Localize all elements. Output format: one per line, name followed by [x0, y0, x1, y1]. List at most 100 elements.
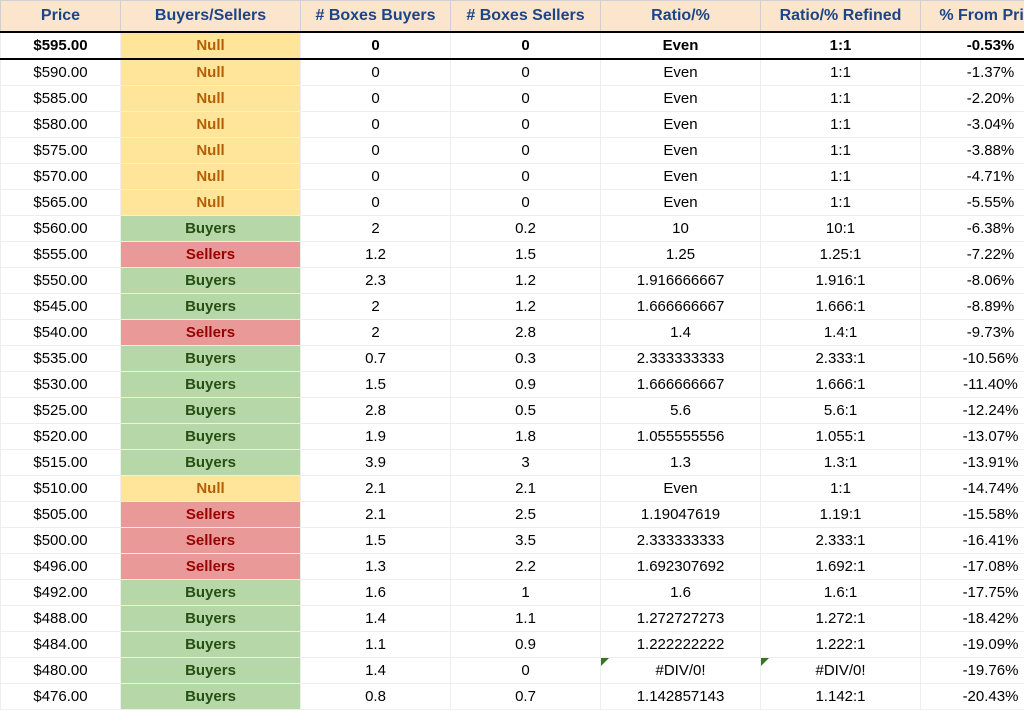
cell-buyers-sellers[interactable]: Buyers	[121, 632, 301, 658]
cell-ratio-refined[interactable]: #DIV/0!	[761, 658, 921, 684]
cell-ratio-refined[interactable]: 1:1	[761, 112, 921, 138]
cell-buyers-sellers[interactable]: Buyers	[121, 398, 301, 424]
cell-boxes-sellers[interactable]: 0	[451, 164, 601, 190]
cell-ratio[interactable]: 2.333333333	[601, 346, 761, 372]
table-row[interactable]: $545.00Buyers21.21.6666666671.666:1-8.89…	[1, 294, 1024, 320]
cell-price[interactable]: $525.00	[1, 398, 121, 424]
table-row[interactable]: $480.00Buyers1.40#DIV/0!#DIV/0!-19.76%	[1, 658, 1024, 684]
cell-boxes-sellers[interactable]: 0.3	[451, 346, 601, 372]
cell-price[interactable]: $590.00	[1, 59, 121, 86]
cell-buyers-sellers[interactable]: Null	[121, 112, 301, 138]
cell-pct-from-price[interactable]: -14.74%	[921, 476, 1024, 502]
cell-pct-from-price[interactable]: -13.07%	[921, 424, 1024, 450]
cell-ratio[interactable]: 2.333333333	[601, 528, 761, 554]
cell-boxes-sellers[interactable]: 1.8	[451, 424, 601, 450]
cell-boxes-sellers[interactable]: 0	[451, 59, 601, 86]
cell-ratio-refined[interactable]: 1:1	[761, 59, 921, 86]
cell-price[interactable]: $550.00	[1, 268, 121, 294]
cell-boxes-sellers[interactable]: 0.9	[451, 632, 601, 658]
cell-price[interactable]: $476.00	[1, 684, 121, 710]
cell-boxes-buyers[interactable]: 0	[301, 190, 451, 216]
cell-ratio-refined[interactable]: 1:1	[761, 86, 921, 112]
cell-ratio[interactable]: Even	[601, 164, 761, 190]
cell-boxes-buyers[interactable]: 1.5	[301, 372, 451, 398]
cell-boxes-buyers[interactable]: 1.1	[301, 632, 451, 658]
cell-boxes-buyers[interactable]: 0	[301, 86, 451, 112]
cell-boxes-buyers[interactable]: 0	[301, 138, 451, 164]
cell-ratio[interactable]: 1.4	[601, 320, 761, 346]
cell-buyers-sellers[interactable]: Null	[121, 190, 301, 216]
cell-ratio-refined[interactable]: 1.692:1	[761, 554, 921, 580]
cell-boxes-buyers[interactable]: 0.7	[301, 346, 451, 372]
cell-boxes-sellers[interactable]: 0	[451, 112, 601, 138]
cell-pct-from-price[interactable]: -3.04%	[921, 112, 1024, 138]
cell-ratio-refined[interactable]: 1.222:1	[761, 632, 921, 658]
cell-ratio[interactable]: 1.6	[601, 580, 761, 606]
cell-ratio-refined[interactable]: 1.6:1	[761, 580, 921, 606]
cell-ratio[interactable]: 1.666666667	[601, 372, 761, 398]
cell-pct-from-price[interactable]: -10.56%	[921, 346, 1024, 372]
table-row[interactable]: $496.00Sellers1.32.21.6923076921.692:1-1…	[1, 554, 1024, 580]
cell-price[interactable]: $595.00	[1, 32, 121, 59]
cell-pct-from-price[interactable]: -2.20%	[921, 86, 1024, 112]
table-row[interactable]: $476.00Buyers0.80.71.1428571431.142:1-20…	[1, 684, 1024, 710]
cell-buyers-sellers[interactable]: Buyers	[121, 658, 301, 684]
cell-ratio-refined[interactable]: 1:1	[761, 190, 921, 216]
cell-buyers-sellers[interactable]: Buyers	[121, 346, 301, 372]
cell-price[interactable]: $484.00	[1, 632, 121, 658]
cell-ratio[interactable]: 1.222222222	[601, 632, 761, 658]
cell-pct-from-price[interactable]: -11.40%	[921, 372, 1024, 398]
cell-boxes-sellers[interactable]: 0	[451, 138, 601, 164]
cell-buyers-sellers[interactable]: Null	[121, 86, 301, 112]
table-row[interactable]: $535.00Buyers0.70.32.3333333332.333:1-10…	[1, 346, 1024, 372]
table-row[interactable]: $530.00Buyers1.50.91.6666666671.666:1-11…	[1, 372, 1024, 398]
cell-ratio-refined[interactable]: 1.666:1	[761, 294, 921, 320]
table-row[interactable]: $484.00Buyers1.10.91.2222222221.222:1-19…	[1, 632, 1024, 658]
cell-pct-from-price[interactable]: -0.53%	[921, 32, 1024, 59]
cell-ratio[interactable]: Even	[601, 190, 761, 216]
cell-pct-from-price[interactable]: -9.73%	[921, 320, 1024, 346]
cell-pct-from-price[interactable]: -16.41%	[921, 528, 1024, 554]
cell-boxes-sellers[interactable]: 0	[451, 658, 601, 684]
table-row[interactable]: $492.00Buyers1.611.61.6:1-17.75%	[1, 580, 1024, 606]
cell-buyers-sellers[interactable]: Sellers	[121, 242, 301, 268]
cell-boxes-sellers[interactable]: 2.1	[451, 476, 601, 502]
cell-boxes-buyers[interactable]: 1.4	[301, 658, 451, 684]
cell-price[interactable]: $565.00	[1, 190, 121, 216]
cell-boxes-sellers[interactable]: 0.9	[451, 372, 601, 398]
cell-buyers-sellers[interactable]: Buyers	[121, 606, 301, 632]
cell-ratio[interactable]: Even	[601, 32, 761, 59]
cell-price[interactable]: $555.00	[1, 242, 121, 268]
cell-ratio-refined[interactable]: 1:1	[761, 138, 921, 164]
cell-boxes-buyers[interactable]: 2.1	[301, 502, 451, 528]
cell-buyers-sellers[interactable]: Null	[121, 476, 301, 502]
cell-buyers-sellers[interactable]: Buyers	[121, 372, 301, 398]
cell-ratio[interactable]: 1.055555556	[601, 424, 761, 450]
cell-price[interactable]: $570.00	[1, 164, 121, 190]
cell-boxes-buyers[interactable]: 0.8	[301, 684, 451, 710]
cell-ratio[interactable]: Even	[601, 138, 761, 164]
cell-pct-from-price[interactable]: -12.24%	[921, 398, 1024, 424]
cell-ratio[interactable]: #DIV/0!	[601, 658, 761, 684]
cell-boxes-sellers[interactable]: 0.5	[451, 398, 601, 424]
cell-price[interactable]: $535.00	[1, 346, 121, 372]
cell-boxes-buyers[interactable]: 3.9	[301, 450, 451, 476]
cell-pct-from-price[interactable]: -6.38%	[921, 216, 1024, 242]
cell-pct-from-price[interactable]: -4.71%	[921, 164, 1024, 190]
table-row[interactable]: $580.00Null00Even1:1-3.04%	[1, 112, 1024, 138]
cell-ratio[interactable]: 1.25	[601, 242, 761, 268]
cell-ratio[interactable]: 1.916666667	[601, 268, 761, 294]
cell-boxes-buyers[interactable]: 2	[301, 320, 451, 346]
cell-boxes-sellers[interactable]: 1.2	[451, 294, 601, 320]
cell-ratio-refined[interactable]: 1:1	[761, 32, 921, 59]
table-row[interactable]: $555.00Sellers1.21.51.251.25:1-7.22%	[1, 242, 1024, 268]
cell-ratio-refined[interactable]: 1.272:1	[761, 606, 921, 632]
cell-boxes-sellers[interactable]: 0	[451, 190, 601, 216]
cell-ratio-refined[interactable]: 1.4:1	[761, 320, 921, 346]
cell-ratio-refined[interactable]: 1.142:1	[761, 684, 921, 710]
cell-price[interactable]: $585.00	[1, 86, 121, 112]
cell-boxes-buyers[interactable]: 2	[301, 216, 451, 242]
cell-buyers-sellers[interactable]: Buyers	[121, 424, 301, 450]
cell-boxes-buyers[interactable]: 2	[301, 294, 451, 320]
cell-price[interactable]: $575.00	[1, 138, 121, 164]
